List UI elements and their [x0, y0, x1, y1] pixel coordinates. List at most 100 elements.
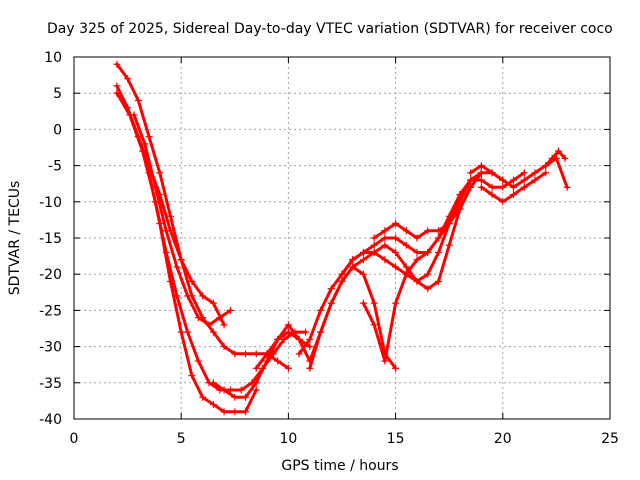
data-point-marker — [370, 299, 378, 307]
data-point-marker — [280, 335, 288, 343]
data-point-marker — [156, 191, 164, 199]
data-point-marker — [349, 256, 357, 264]
y-tick-label: -40 — [39, 412, 62, 428]
data-point-marker — [499, 198, 507, 206]
data-point-marker — [520, 176, 528, 184]
data-point-marker — [134, 96, 142, 104]
x-tick-label: 10 — [279, 431, 297, 447]
data-point-marker — [184, 328, 192, 336]
data-point-marker — [220, 321, 228, 329]
data-point-marker — [209, 401, 217, 409]
data-point-marker — [456, 205, 464, 213]
data-point-marker — [434, 277, 442, 285]
data-point-marker — [477, 169, 485, 177]
data-point-marker — [242, 393, 250, 401]
data-point-marker — [184, 292, 192, 300]
data-point-marker — [520, 169, 528, 177]
data-point-marker — [173, 263, 181, 271]
data-point-marker — [467, 183, 475, 191]
data-point-marker — [499, 183, 507, 191]
chart-title: Day 325 of 2025, Sidereal Day-to-day VTE… — [47, 21, 613, 37]
data-point-marker — [124, 75, 132, 83]
data-point-marker — [227, 386, 235, 394]
data-point-marker — [274, 335, 282, 343]
series-track — [467, 169, 528, 191]
data-point-marker — [252, 364, 260, 372]
data-point-marker — [563, 183, 571, 191]
data-point-marker — [413, 256, 421, 264]
data-point-marker — [531, 176, 539, 184]
data-point-marker — [370, 241, 378, 249]
data-point-marker — [327, 285, 335, 293]
data-point-marker — [124, 104, 132, 112]
data-point-marker — [561, 154, 569, 162]
data-point-marker — [317, 306, 325, 314]
series-track — [370, 169, 485, 242]
data-point-marker — [220, 408, 228, 416]
data-point-marker — [424, 248, 432, 256]
data-point-marker — [542, 169, 550, 177]
data-point-marker — [381, 227, 389, 235]
data-point-marker — [392, 364, 400, 372]
data-point-marker — [359, 270, 367, 278]
data-point-marker — [370, 248, 378, 256]
series-track — [130, 111, 235, 329]
data-point-marker — [194, 314, 202, 322]
data-point-marker — [510, 176, 518, 184]
data-point-marker — [392, 263, 400, 271]
data-point-marker — [499, 176, 507, 184]
data-point-marker — [542, 162, 550, 170]
data-point-marker — [145, 162, 153, 170]
x-tick-label: 20 — [494, 431, 512, 447]
data-point-marker — [402, 227, 410, 235]
data-point-marker — [327, 299, 335, 307]
data-point-marker — [284, 328, 292, 336]
x-tick-label: 25 — [601, 431, 619, 447]
data-point-marker — [413, 277, 421, 285]
data-point-marker — [227, 306, 235, 314]
series-track — [113, 60, 292, 372]
data-point-marker — [188, 372, 196, 380]
series-track — [134, 133, 228, 329]
y-tick-label: -15 — [39, 231, 62, 247]
data-point-marker — [156, 220, 164, 228]
data-point-marker — [392, 220, 400, 228]
data-point-marker — [237, 386, 245, 394]
data-point-marker — [231, 393, 239, 401]
data-point-marker — [209, 328, 217, 336]
data-point-marker — [231, 350, 239, 358]
data-point-marker — [381, 234, 389, 242]
data-point-marker — [252, 386, 260, 394]
data-point-marker — [113, 60, 121, 68]
x-tick-label: 0 — [70, 431, 79, 447]
data-point-marker — [488, 183, 496, 191]
series-track — [542, 147, 569, 170]
y-tick-label: -10 — [39, 195, 62, 211]
data-point-marker — [434, 248, 442, 256]
data-point-marker — [220, 386, 228, 394]
data-point-marker — [424, 285, 432, 293]
y-tick-label: 0 — [53, 122, 62, 138]
series-track — [467, 154, 571, 191]
series-line — [469, 156, 569, 189]
data-point-marker — [488, 169, 496, 177]
data-point-marker — [402, 263, 410, 271]
data-point-marker — [263, 350, 271, 358]
data-point-marker — [402, 270, 410, 278]
data-point-marker — [445, 241, 453, 249]
data-point-marker — [445, 220, 453, 228]
data-point-marker — [349, 263, 357, 271]
data-point-marker — [242, 350, 250, 358]
data-point-marker — [317, 328, 325, 336]
y-tick-label: 10 — [44, 50, 62, 66]
series-line — [211, 330, 312, 399]
series-line — [361, 171, 505, 363]
data-point-marker — [166, 227, 174, 235]
data-point-marker — [199, 393, 207, 401]
data-point-marker — [220, 343, 228, 351]
data-point-marker — [302, 328, 310, 336]
data-point-marker — [381, 256, 389, 264]
y-tick-label: -20 — [39, 267, 62, 283]
data-point-marker — [252, 350, 260, 358]
data-point-marker — [145, 133, 153, 141]
